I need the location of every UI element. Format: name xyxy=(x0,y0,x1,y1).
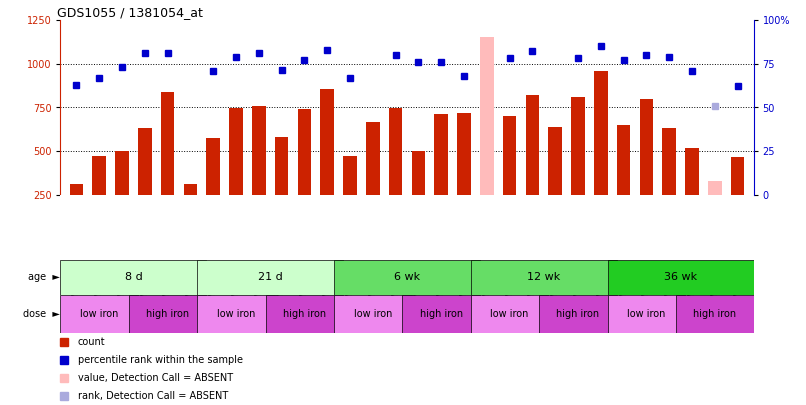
Bar xyxy=(608,260,754,295)
Bar xyxy=(206,138,220,195)
Bar xyxy=(184,185,197,195)
Bar xyxy=(115,151,129,195)
Bar xyxy=(129,295,206,333)
Text: high iron: high iron xyxy=(146,309,189,319)
Text: value, Detection Call = ABSENT: value, Detection Call = ABSENT xyxy=(77,373,233,383)
Bar xyxy=(138,128,152,195)
Text: low iron: low iron xyxy=(217,309,256,319)
Bar xyxy=(160,92,174,195)
Text: high iron: high iron xyxy=(556,309,600,319)
Text: 8 d: 8 d xyxy=(125,273,143,283)
Bar xyxy=(539,295,617,333)
Bar xyxy=(457,113,471,195)
Bar xyxy=(197,295,275,333)
Bar xyxy=(685,148,699,195)
Text: low iron: low iron xyxy=(80,309,118,319)
Bar xyxy=(471,260,617,295)
Bar xyxy=(548,127,562,195)
Text: 12 wk: 12 wk xyxy=(527,273,560,283)
Bar xyxy=(69,185,83,195)
Text: high iron: high iron xyxy=(283,309,326,319)
Bar xyxy=(503,116,517,195)
Bar xyxy=(471,295,548,333)
Bar xyxy=(731,158,745,195)
Text: 21 d: 21 d xyxy=(258,273,283,283)
Bar xyxy=(229,109,243,195)
Bar xyxy=(343,156,357,195)
Bar xyxy=(676,295,754,333)
Bar xyxy=(60,260,206,295)
Bar xyxy=(708,181,721,195)
Bar xyxy=(434,115,448,195)
Bar xyxy=(334,260,480,295)
Bar xyxy=(608,295,685,333)
Text: 36 wk: 36 wk xyxy=(664,273,697,283)
Text: low iron: low iron xyxy=(354,309,392,319)
Bar xyxy=(266,295,343,333)
Text: 6 wk: 6 wk xyxy=(394,273,420,283)
Bar xyxy=(334,295,412,333)
Bar xyxy=(480,38,493,195)
Text: low iron: low iron xyxy=(490,309,529,319)
Text: percentile rank within the sample: percentile rank within the sample xyxy=(77,355,243,365)
Text: rank, Detection Call = ABSENT: rank, Detection Call = ABSENT xyxy=(77,391,228,401)
Text: high iron: high iron xyxy=(420,309,463,319)
Text: low iron: low iron xyxy=(627,309,666,319)
Bar xyxy=(640,99,654,195)
Text: age  ►: age ► xyxy=(28,273,60,283)
Text: high iron: high iron xyxy=(693,309,737,319)
Bar xyxy=(93,156,106,195)
Bar xyxy=(197,260,343,295)
Text: count: count xyxy=(77,337,106,347)
Bar xyxy=(402,295,480,333)
Text: dose  ►: dose ► xyxy=(23,309,60,319)
Bar xyxy=(388,109,402,195)
Bar xyxy=(571,97,585,195)
Bar xyxy=(297,109,311,195)
Bar xyxy=(60,295,138,333)
Bar xyxy=(412,151,426,195)
Bar xyxy=(275,137,289,195)
Bar xyxy=(663,128,676,195)
Bar xyxy=(252,106,266,195)
Bar xyxy=(320,89,334,195)
Bar xyxy=(617,125,630,195)
Text: GDS1055 / 1381054_at: GDS1055 / 1381054_at xyxy=(57,6,203,19)
Bar xyxy=(526,95,539,195)
Bar xyxy=(366,122,380,195)
Bar xyxy=(594,71,608,195)
